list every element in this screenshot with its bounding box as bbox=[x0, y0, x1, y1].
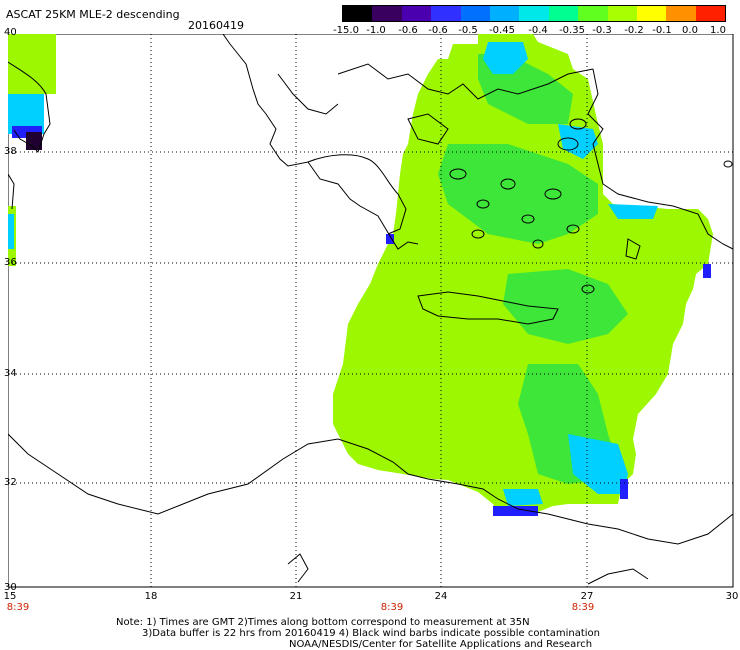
coastlines bbox=[8, 34, 734, 585]
scale-label: -0.6 bbox=[428, 25, 448, 36]
longitude-label: 30 bbox=[725, 591, 739, 602]
wind-swath-west bbox=[8, 34, 56, 266]
scale-swatch-13 bbox=[695, 6, 726, 21]
swath-area bbox=[8, 34, 56, 94]
scale-label: -0.3 bbox=[592, 25, 612, 36]
swath-moderate-zone bbox=[503, 269, 628, 344]
swath-low-zone bbox=[483, 42, 528, 74]
island bbox=[557, 137, 579, 151]
coastline-greece-west bbox=[222, 34, 419, 250]
coastline-rhodes bbox=[625, 238, 641, 260]
graticule bbox=[8, 34, 733, 587]
longitude-label: 21 bbox=[289, 591, 303, 602]
scale-label: -0.2 bbox=[624, 25, 644, 36]
coastline-crete bbox=[417, 291, 559, 325]
swath-darkest-zone bbox=[26, 132, 42, 150]
time-label: 8:39 bbox=[6, 602, 30, 613]
island bbox=[569, 118, 587, 130]
swath-low-zone bbox=[568, 434, 628, 494]
scale-label: -0.4 bbox=[528, 25, 548, 36]
swath-very-low-zone bbox=[493, 506, 538, 516]
time-label: 8:39 bbox=[380, 602, 404, 613]
coastline-north-africa bbox=[8, 433, 734, 545]
island bbox=[544, 188, 562, 200]
product-date: 20160419 bbox=[188, 19, 244, 32]
wind-swath bbox=[333, 34, 713, 516]
latitude-label: 32 bbox=[4, 477, 17, 488]
scale-label: -0.45 bbox=[489, 25, 515, 36]
scale-swatch-11 bbox=[636, 6, 667, 21]
note-line-3: NOAA/NESDIS/Center for Satellite Applica… bbox=[289, 639, 593, 650]
swath-low-zone bbox=[8, 214, 14, 249]
scale-label: -0.35 bbox=[559, 25, 585, 36]
scale-swatch-6 bbox=[489, 6, 520, 21]
note-line-2: 3)Data buffer is 22 hrs from 20160419 4)… bbox=[142, 628, 600, 639]
swath-low-zone bbox=[608, 204, 658, 219]
coastline-chalkidiki bbox=[407, 113, 449, 145]
island bbox=[449, 168, 467, 180]
island bbox=[566, 224, 580, 234]
coastline-sicily bbox=[8, 173, 15, 210]
latitude-label: 38 bbox=[4, 146, 17, 157]
scale-swatch-7 bbox=[519, 6, 549, 21]
coastline-epirus bbox=[277, 73, 339, 115]
scale-label: 0.0 bbox=[682, 25, 698, 36]
scale-swatch-4 bbox=[431, 6, 461, 21]
note-line-1: Note: 1) Times are GMT 2)Times along bot… bbox=[116, 617, 530, 628]
scale-swatch-10 bbox=[607, 6, 637, 21]
scale-label: -0.5 bbox=[458, 25, 478, 36]
longitude-label: 15 bbox=[3, 591, 17, 602]
island bbox=[521, 214, 535, 224]
latitude-label: 30 bbox=[4, 582, 17, 593]
latitude-label: 34 bbox=[4, 368, 17, 379]
time-label: 8:39 bbox=[571, 602, 595, 613]
latitude-label: 40 bbox=[4, 27, 17, 38]
swath-low-zone bbox=[503, 489, 543, 506]
latitude-label: 36 bbox=[4, 257, 17, 268]
color-scale-labels: -15.0 -1.0 -0.6 -0.6 -0.5 -0.45 -0.4 -0.… bbox=[330, 25, 740, 39]
scale-swatch-8 bbox=[548, 6, 579, 21]
island bbox=[500, 178, 516, 190]
color-scale-bar bbox=[342, 5, 726, 22]
coastline-nile-delta bbox=[587, 568, 649, 585]
scale-label: -1.0 bbox=[366, 25, 386, 36]
island bbox=[476, 199, 490, 209]
island bbox=[581, 284, 595, 294]
scale-swatch-5 bbox=[460, 6, 490, 21]
island bbox=[471, 229, 485, 239]
swath-very-low-zone bbox=[703, 264, 711, 278]
wind-map bbox=[8, 34, 734, 588]
swath-very-low-zone bbox=[620, 479, 628, 499]
scale-label: 1.0 bbox=[710, 25, 726, 36]
product-title: ASCAT 25KM MLE-2 descending bbox=[6, 8, 180, 21]
coastline-cyrenaica-island bbox=[287, 553, 309, 583]
coastline-italy bbox=[8, 61, 51, 153]
scale-swatch-2 bbox=[372, 6, 402, 21]
swath-moderate-zone bbox=[438, 144, 598, 244]
scale-swatch-12 bbox=[666, 6, 696, 21]
scale-swatch-1 bbox=[343, 6, 373, 21]
longitude-label: 27 bbox=[580, 591, 594, 602]
coastline-aegean-north bbox=[337, 63, 594, 100]
scale-swatch-9 bbox=[578, 6, 608, 21]
swath-very-low-zone bbox=[386, 234, 394, 244]
scale-swatch-3 bbox=[401, 6, 432, 21]
longitude-label: 24 bbox=[434, 591, 448, 602]
coastline-turkey bbox=[587, 68, 734, 250]
longitude-label: 18 bbox=[144, 591, 158, 602]
island bbox=[532, 239, 544, 249]
scale-label: -0.6 bbox=[398, 25, 418, 36]
island bbox=[723, 160, 733, 168]
scale-label: -0.1 bbox=[652, 25, 672, 36]
aegean-islands bbox=[449, 118, 733, 294]
scale-label: -15.0 bbox=[333, 25, 359, 36]
coastline-peloponnese bbox=[307, 154, 407, 235]
